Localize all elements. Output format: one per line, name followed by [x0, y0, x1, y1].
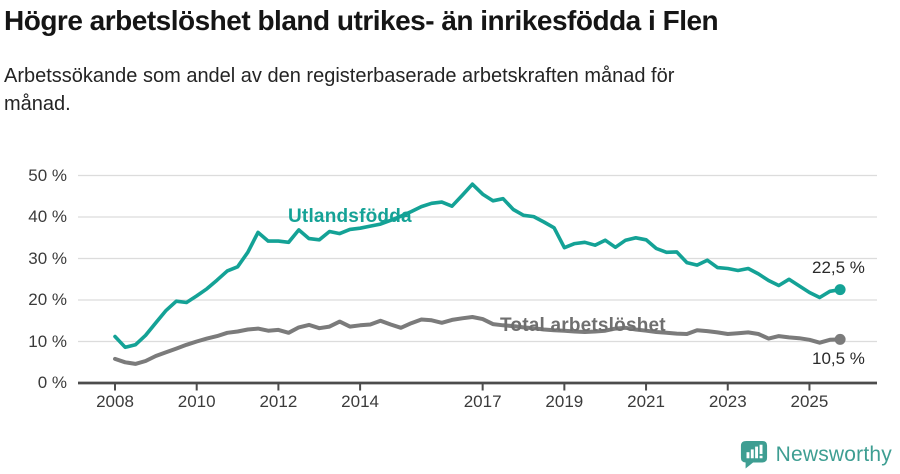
- x-tick-label: 2012: [259, 392, 298, 411]
- y-tick-label: 30 %: [28, 248, 67, 268]
- y-tick-label: 50 %: [28, 165, 67, 185]
- series-line-total: [113, 315, 843, 366]
- y-tick-label: 40 %: [28, 207, 67, 226]
- series-label-utlandsfodda: Utlandsfödda: [288, 206, 412, 227]
- newsworthy-logo-icon: [740, 441, 767, 469]
- series-line-utlandsfodda: [113, 182, 842, 350]
- x-tick-label: 2017: [463, 392, 502, 411]
- x-tick-label: 2008: [96, 392, 134, 411]
- x-tick-label: 2023: [708, 392, 747, 411]
- series-label-total-arbetsloshet: Total arbetslöshet: [500, 315, 666, 336]
- x-tick-label: 2014: [341, 392, 379, 411]
- page-title: Högre arbetslöshet bland utrikes- än inr…: [4, 5, 719, 36]
- y-tick-label: 20 %: [28, 290, 67, 309]
- series-end-dot: [834, 284, 846, 296]
- x-tick-label: 2025: [790, 392, 829, 411]
- end-value-total-arbetsloshet: 10,5 %: [812, 349, 865, 368]
- end-value-utlandsfodda: 22,5 %: [812, 258, 865, 277]
- y-tick-label: 0 %: [37, 373, 67, 392]
- series-end-dot: [834, 333, 846, 345]
- x-tick-label: 2019: [545, 392, 584, 411]
- newsworthy-logo[interactable]: Newsworthy: [740, 439, 892, 471]
- x-tick-label: 2010: [177, 392, 216, 411]
- chart-subtitle: Arbetssökande som andel av den registerb…: [4, 65, 675, 115]
- y-tick-label: 10 %: [28, 331, 67, 351]
- x-tick-label: 2021: [627, 392, 665, 411]
- newsworthy-wordmark: Newsworthy: [775, 443, 892, 466]
